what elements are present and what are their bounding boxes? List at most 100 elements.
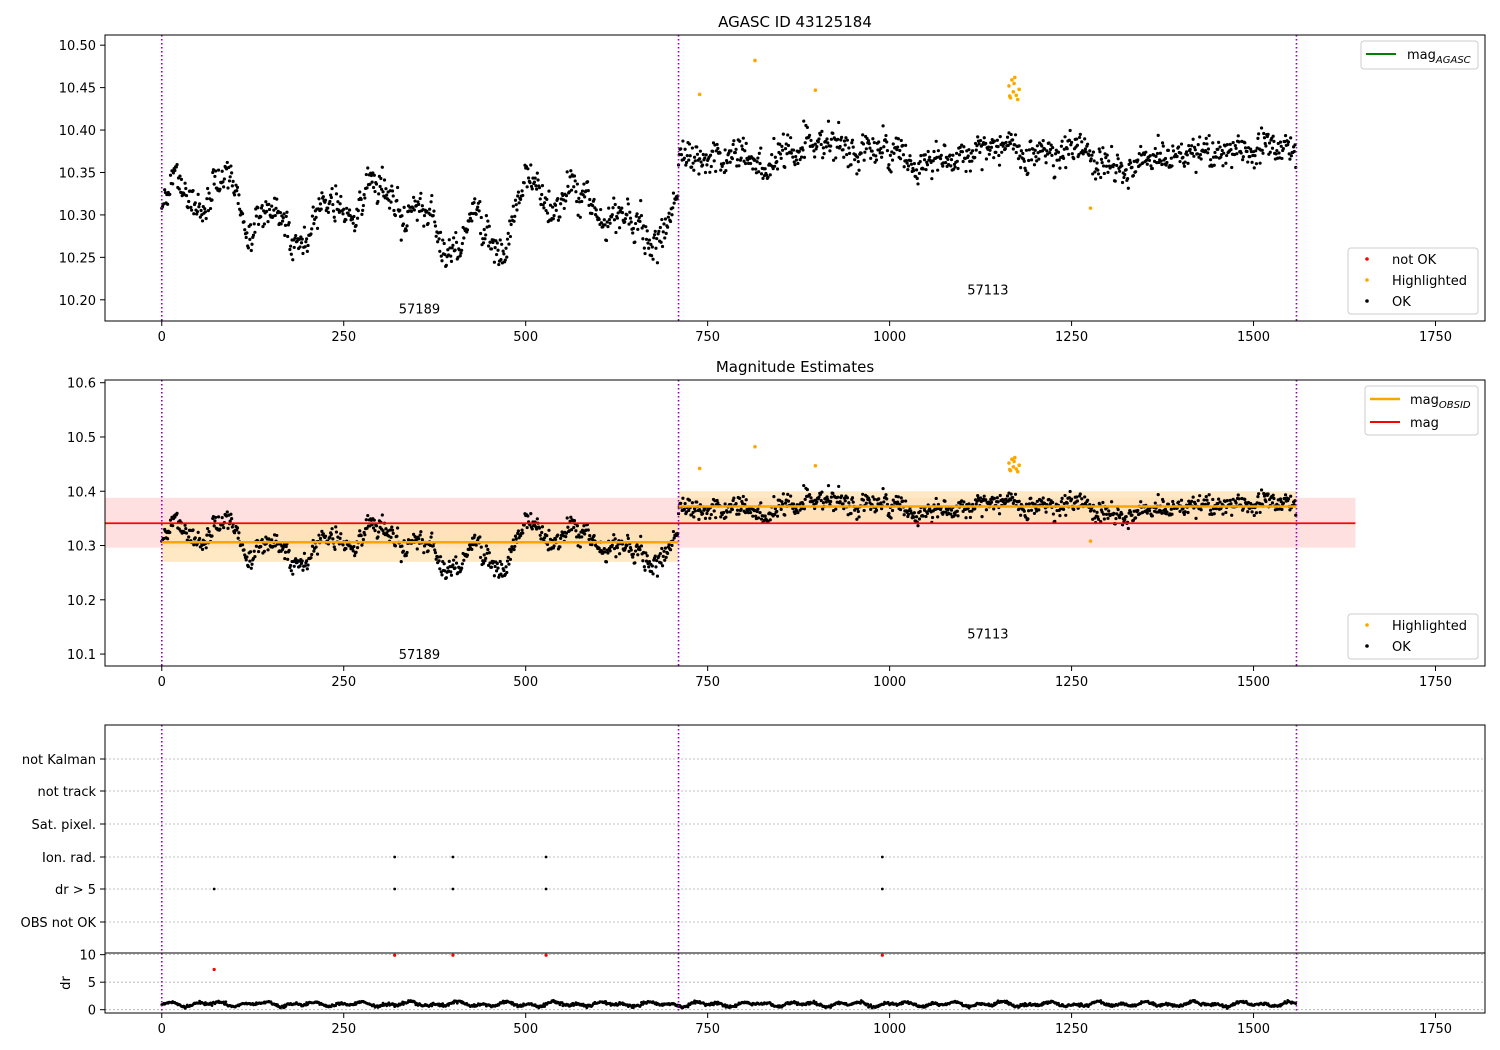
- ok-point: [1258, 510, 1262, 515]
- ok-point: [431, 544, 435, 548]
- ok-point: [476, 205, 480, 209]
- ok-point: [534, 184, 538, 188]
- ok-point: [580, 199, 584, 204]
- ok-point: [759, 146, 763, 150]
- ok-point: [936, 515, 940, 519]
- panel1-legend-lines: magAGASC: [1360, 40, 1479, 70]
- ok-point: [174, 165, 178, 169]
- ok-point: [775, 160, 779, 164]
- x-tick-label: 250: [331, 330, 356, 345]
- legend-marker: [1365, 623, 1369, 627]
- ok-point: [714, 149, 718, 153]
- ok-point: [877, 140, 881, 144]
- ok-point: [270, 538, 274, 542]
- ok-point: [1085, 142, 1090, 146]
- ok-point: [419, 530, 423, 534]
- ok-point: [356, 209, 360, 213]
- ok-point: [497, 262, 501, 267]
- ok-point: [709, 164, 713, 169]
- ok-point: [1068, 128, 1072, 133]
- dr-point: [1294, 1002, 1298, 1005]
- ok-point: [626, 202, 630, 206]
- ok-point: [289, 252, 293, 256]
- y-tick-label: 10.50: [59, 39, 96, 54]
- ok-point: [1197, 155, 1201, 159]
- ok-point: [863, 150, 867, 154]
- flag-point: [451, 887, 455, 891]
- ok-point: [1134, 516, 1138, 520]
- ok-point: [225, 510, 229, 514]
- ok-point: [716, 501, 720, 505]
- ok-point: [964, 169, 968, 174]
- ok-point: [294, 233, 298, 238]
- ok-point: [1184, 150, 1189, 154]
- flag-point: [212, 887, 216, 891]
- ok-point: [984, 498, 988, 502]
- ok-point: [906, 167, 910, 172]
- y-tick-label: 10.30: [59, 209, 96, 224]
- ok-point: [639, 213, 644, 218]
- ok-point: [516, 190, 521, 194]
- ok-point: [260, 537, 264, 542]
- ok-point: [613, 537, 617, 541]
- ok-point: [773, 507, 777, 511]
- ok-point: [1176, 145, 1181, 149]
- ok-point: [1171, 149, 1176, 153]
- ok-point: [575, 535, 579, 539]
- ok-point: [1011, 147, 1015, 151]
- ok-point: [310, 552, 314, 557]
- ok-point: [342, 207, 346, 211]
- ok-point: [287, 221, 291, 225]
- ok-point: [712, 159, 716, 163]
- ok-point: [192, 543, 196, 547]
- ok-point: [1084, 150, 1088, 154]
- ok-point: [976, 135, 980, 139]
- legend-label: OK: [1392, 295, 1411, 310]
- ok-point: [320, 529, 324, 533]
- ok-point: [483, 559, 487, 563]
- ok-point: [1024, 502, 1029, 506]
- dr-point: [812, 999, 816, 1003]
- ok-point: [817, 137, 821, 141]
- ok-point: [230, 184, 234, 188]
- ok-point: [545, 211, 550, 215]
- ok-point: [984, 508, 989, 512]
- ok-point: [1029, 158, 1034, 162]
- ok-point: [184, 186, 188, 191]
- ok-point: [199, 208, 203, 213]
- ok-point: [728, 510, 732, 514]
- ok-point: [864, 501, 868, 505]
- ok-point: [1154, 154, 1158, 158]
- ok-point: [1019, 149, 1023, 153]
- ok-point: [603, 550, 607, 554]
- ok-point: [629, 220, 633, 224]
- ok-point: [855, 155, 860, 159]
- ok-point: [452, 236, 456, 240]
- ok-point: [757, 151, 761, 155]
- ok-point: [824, 500, 828, 504]
- ok-point: [582, 182, 586, 186]
- ok-point: [226, 186, 230, 190]
- ok-point: [577, 196, 581, 200]
- ok-point: [361, 203, 365, 208]
- ok-point: [1289, 154, 1293, 158]
- ok-point: [1044, 510, 1048, 514]
- ok-point: [1224, 161, 1228, 165]
- ok-point: [656, 232, 660, 236]
- ok-point: [451, 563, 455, 567]
- x-tick-label: 750: [695, 330, 720, 345]
- ok-point: [805, 487, 809, 492]
- ok-point: [625, 197, 630, 201]
- ok-point: [718, 151, 722, 155]
- ok-point: [953, 165, 957, 169]
- ok-point: [283, 223, 288, 227]
- ok-point: [838, 500, 842, 504]
- ok-point: [880, 151, 884, 155]
- ok-point: [740, 144, 744, 148]
- ok-point: [212, 182, 216, 186]
- ok-point: [416, 200, 420, 204]
- ok-point: [1050, 153, 1054, 157]
- ok-point: [418, 533, 422, 537]
- ok-point: [532, 180, 537, 184]
- ok-point: [500, 562, 504, 566]
